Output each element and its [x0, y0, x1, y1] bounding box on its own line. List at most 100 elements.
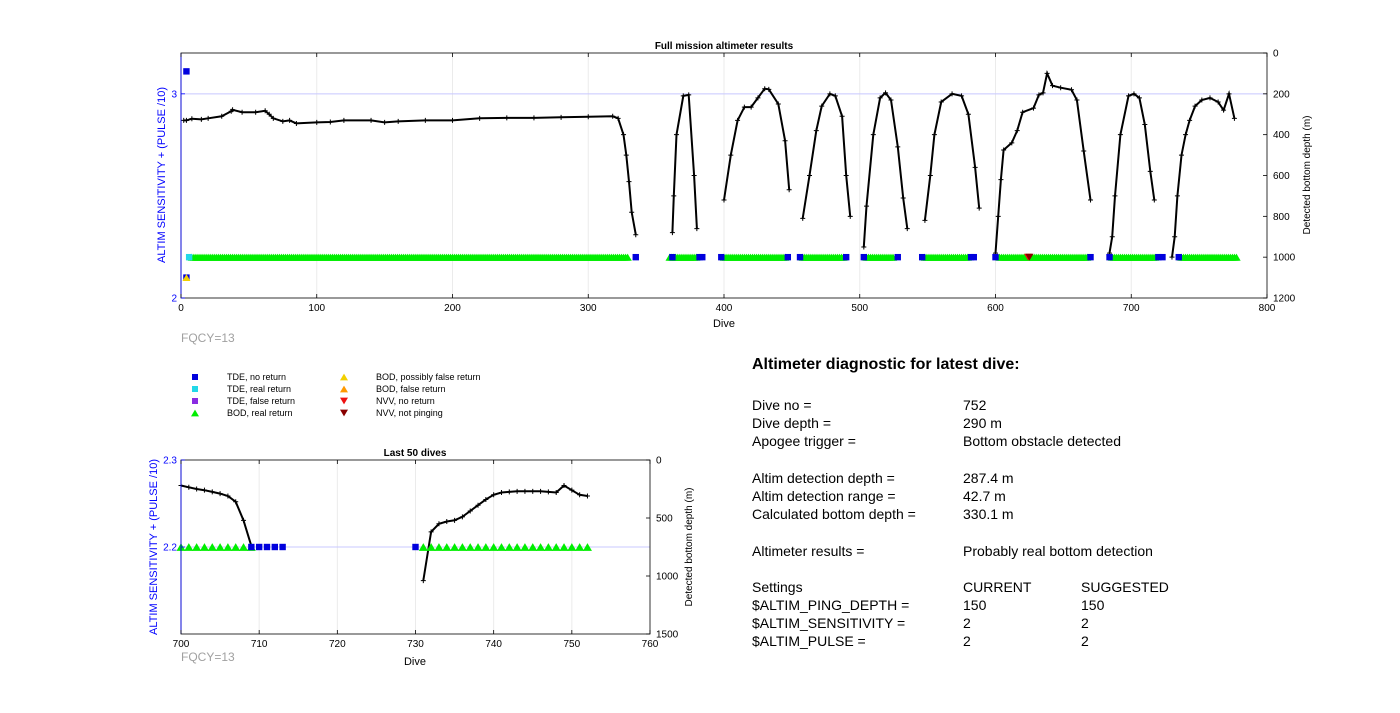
x-tick-label: 740: [485, 639, 502, 650]
depth-point: [531, 115, 537, 121]
depth-point: [686, 92, 692, 98]
depth-point: [545, 489, 551, 495]
depth-point: [194, 486, 200, 492]
bod-real-return-marker: [1232, 253, 1241, 261]
bod-real-return-marker: [520, 543, 530, 551]
bod-real-return-marker: [559, 543, 569, 551]
depth-point: [201, 487, 207, 493]
depth-point: [198, 116, 204, 122]
depth-point: [927, 173, 933, 178]
x-tick-label: 400: [716, 303, 733, 314]
y-tick-label-left: 2: [171, 294, 177, 305]
x-tick-label: 100: [308, 303, 325, 314]
fqcy-note: FQCY=13: [181, 331, 235, 345]
tde-marker: [699, 253, 706, 261]
x-tick-label: 0: [178, 303, 184, 314]
depth-point: [1131, 91, 1137, 97]
bod-real-return-marker: [473, 543, 483, 551]
depth-point: [1112, 193, 1118, 199]
depth-point: [217, 491, 223, 497]
depth-point: [786, 187, 792, 193]
calc-depth-row: Calculated bottom depth = 330.1 m: [752, 505, 1272, 523]
tde-marker: [1106, 253, 1113, 261]
depth-point: [230, 107, 236, 113]
bod-real-return-marker: [551, 543, 561, 551]
depth-point: [1040, 90, 1046, 96]
diagnostic-heading: Altimeter diagnostic for latest dive:: [752, 356, 1020, 373]
y-tick-label-right: 600: [1273, 171, 1290, 182]
depth-point: [585, 114, 591, 120]
legend-label: TDE, no return: [227, 372, 286, 382]
tde-marker: [842, 253, 850, 261]
depth-point: [904, 226, 910, 232]
bod-real-return-marker: [215, 543, 225, 551]
depth-point: [877, 95, 883, 101]
tde-marker: [183, 68, 190, 75]
depth-point: [452, 517, 458, 523]
depth-point: [629, 209, 635, 215]
chart-title: Full mission altimeter results: [655, 41, 794, 52]
depth-point: [538, 488, 544, 494]
bod-real-return-marker: [582, 543, 592, 551]
depth-point: [755, 95, 761, 101]
depth-point: [1178, 152, 1184, 158]
depth-point: [522, 488, 528, 494]
depth-point: [498, 489, 504, 495]
depth-point: [280, 118, 286, 124]
depth-point: [1069, 87, 1075, 93]
depth-point: [1126, 93, 1132, 99]
depth-line: [180, 484, 253, 547]
calc-depth-value: 330.1 m: [963, 506, 1014, 523]
legend-marker: [192, 398, 198, 404]
depth-point: [1014, 128, 1020, 134]
bod-real-return-marker: [567, 543, 577, 551]
x-tick-label: 600: [987, 303, 1004, 314]
tde-no-return-marker: [279, 543, 286, 551]
dive-no-value: 752: [963, 397, 987, 413]
tde-no-return-marker: [271, 543, 278, 551]
legend-marker: [191, 409, 199, 417]
depth-point: [782, 138, 788, 144]
bod-real-return-marker: [207, 543, 217, 551]
tde-marker: [796, 253, 804, 261]
depth-point: [735, 117, 741, 123]
depth-point: [1172, 234, 1178, 240]
depth-point: [183, 117, 189, 123]
tde-marker: [1175, 253, 1182, 261]
bod-real-return-marker: [442, 543, 452, 551]
tde-no-return-marker: [412, 543, 419, 551]
legend-label: BOD, false return: [376, 384, 446, 394]
depth-point: [553, 489, 559, 495]
depth-point: [1009, 140, 1015, 146]
nvv-marker: [1025, 253, 1034, 261]
legend-marker: [340, 385, 348, 393]
right-tick-labels: 0 500 1000 1500: [646, 456, 679, 641]
depth-point: [669, 230, 675, 236]
depth-point: [444, 518, 450, 524]
depth-point: [233, 499, 239, 505]
tde-marker: [1087, 253, 1094, 261]
depth-point: [1050, 83, 1056, 89]
tde-marker: [784, 253, 792, 261]
depth-point: [1088, 197, 1094, 203]
x-tick-label: 200: [444, 303, 461, 314]
depth-point: [569, 487, 575, 493]
bod-real-return-marker: [543, 543, 553, 551]
tde-marker: [718, 253, 725, 261]
depth-point: [959, 93, 965, 99]
bod-real-return-marker: [489, 543, 499, 551]
y-tick-label-right: 400: [1273, 130, 1290, 141]
x-tick-label: 720: [329, 639, 346, 650]
depth-point: [368, 117, 374, 123]
bod-real-return-marker: [465, 543, 475, 551]
depth-point: [241, 517, 247, 523]
depth-point: [1215, 99, 1221, 105]
bod-real-return-marker: [575, 543, 585, 551]
apogee-row: Apogee trigger = Bottom obstacle detected: [752, 432, 1272, 450]
tde-no-return-marker: [248, 543, 255, 551]
suggested-header: SUGGESTED: [1081, 578, 1169, 595]
depth-point: [477, 115, 483, 121]
bod-real-return-marker: [223, 543, 233, 551]
bod-real-return-marker: [184, 543, 194, 551]
